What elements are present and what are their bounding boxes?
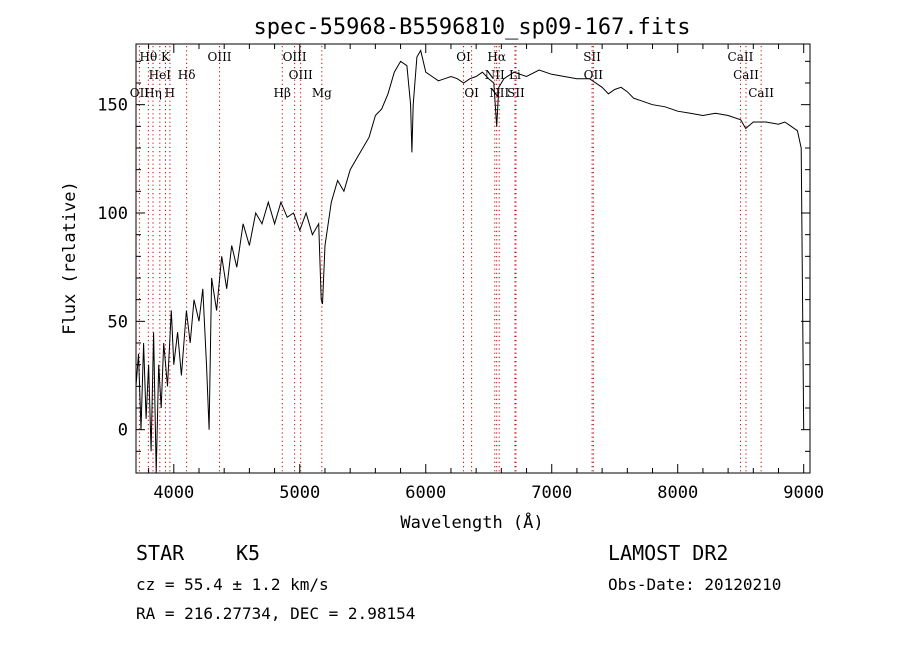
x-axis-label: Wavelength (Å) [400, 511, 543, 533]
x-tick-label: 6000 [405, 483, 446, 503]
line-marker-label: OII [130, 86, 150, 100]
line-marker-label: Hα [487, 50, 506, 64]
survey-name: LAMOST DR2 [608, 541, 728, 565]
x-tick-label: 5000 [279, 483, 320, 503]
line-marker-label: Hθ [139, 50, 157, 64]
y-axis-label: Flux (relative) [60, 181, 80, 335]
x-tick-label: 8000 [657, 483, 698, 503]
line-marker-label: CaII [728, 50, 754, 64]
line-marker-label: H [165, 86, 175, 100]
line-marker-label: OIII [283, 50, 307, 64]
line-marker-label: OI [464, 86, 479, 100]
object-class: STAR [136, 541, 185, 565]
line-marker-label: CaII [733, 68, 759, 82]
line-marker-label: Hη [144, 86, 162, 100]
x-tick-label: 4000 [153, 483, 194, 503]
y-tick-label: 100 [97, 204, 128, 224]
line-marker-label: NII [485, 68, 505, 82]
line-marker-label: HeI [149, 68, 172, 82]
line-marker-label: Mg [312, 86, 332, 100]
line-marker-label: K [161, 50, 171, 64]
line-marker-label: OIII [289, 68, 313, 82]
line-marker-label: Hβ [274, 86, 291, 100]
redshift-cz: cz = 55.4 ± 1.2 km/s [136, 575, 329, 594]
observation-date: Obs-Date: 20120210 [608, 575, 781, 594]
line-marker-label: SII [583, 50, 601, 64]
object-subclass: K5 [236, 541, 260, 565]
coordinates: RA = 216.27734, DEC = 2.98154 [136, 604, 415, 623]
line-markers: Hθ K OIII OIII OI Hα SII CaII HeI Hδ OIII NII Li OII C… [130, 46, 774, 473]
x-tick-label: 9000 [783, 483, 824, 503]
spectrum-line [135, 49, 805, 474]
y-tick-label: 0 [118, 421, 128, 441]
line-marker-label: SII [507, 86, 525, 100]
axis-tick-labels: 4000 5000 6000 7000 8000 9000 0 50 100 150 [97, 96, 824, 503]
y-tick-label: 50 [108, 312, 128, 332]
line-marker-label: CaII [748, 86, 774, 100]
line-marker-label: Li [509, 68, 521, 82]
x-tick-label: 7000 [531, 483, 572, 503]
y-tick-label: 150 [97, 96, 128, 116]
line-marker-label: Hδ [178, 68, 196, 82]
line-marker-label: OI [456, 50, 471, 64]
plot-frame [135, 43, 811, 474]
chart-title: spec-55968-B5596810_sp09-167.fits [253, 15, 690, 40]
axis-ticks [136, 44, 810, 473]
line-marker-label: OII [584, 68, 604, 82]
line-marker-label: OIII [207, 50, 231, 64]
